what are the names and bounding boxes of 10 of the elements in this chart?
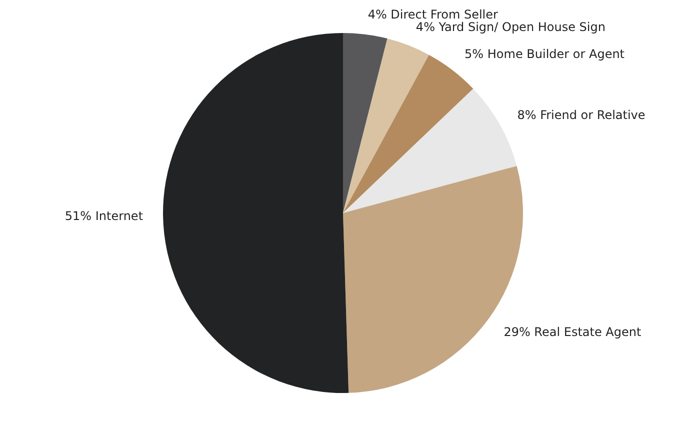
slice-label: 4% Yard Sign/ Open House Sign: [416, 20, 606, 34]
slice-label: 51% Internet: [64, 209, 144, 224]
pie-slice: [163, 33, 349, 393]
pie-slice: [343, 33, 388, 213]
slice-label: 8% Friend or Relative: [517, 108, 646, 122]
pie-slice: [343, 38, 429, 213]
slice-label: 29% Real Estate Agent: [504, 325, 642, 340]
pie-slice: [343, 88, 517, 213]
slice-label: 5% Home Builder or Agent: [464, 47, 625, 62]
slice-label: 4% Direct From Seller: [368, 8, 498, 22]
